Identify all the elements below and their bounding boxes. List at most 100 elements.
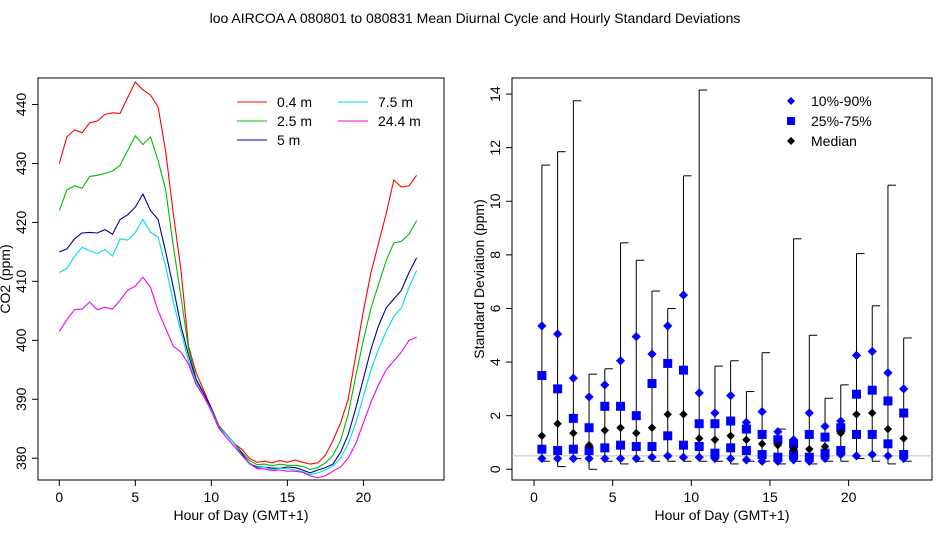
- median-point: [632, 428, 641, 438]
- iqr-point: [867, 429, 877, 439]
- decile-point: [883, 451, 893, 461]
- iqr-point: [820, 432, 830, 442]
- median-point: [663, 410, 672, 419]
- y-tick-label: 0: [487, 465, 503, 473]
- decile-point: [537, 321, 547, 331]
- x-tick-label: 5: [131, 489, 139, 505]
- iqr-point: [600, 401, 610, 411]
- y-tick-label: 420: [13, 211, 29, 235]
- iqr-point: [804, 452, 814, 462]
- decile-point: [851, 451, 862, 461]
- x-tick-label: 20: [356, 489, 372, 505]
- iqr-point: [678, 365, 688, 375]
- decile-point: [553, 453, 563, 464]
- median-point: [836, 428, 845, 438]
- iqr-point: [568, 444, 578, 454]
- y-tick-label: 12: [487, 140, 503, 156]
- median-point: [569, 428, 578, 438]
- median-point: [868, 408, 877, 418]
- decile-point: [867, 346, 877, 356]
- legend-marker: [787, 137, 795, 145]
- decile-point: [710, 408, 720, 418]
- decile-point: [663, 451, 673, 461]
- median-point: [852, 410, 861, 419]
- iqr-point: [789, 439, 799, 449]
- iqr-point: [663, 358, 673, 368]
- series-line: [58, 276, 417, 479]
- median-point: [600, 426, 610, 435]
- y-tick-label: 410: [13, 269, 29, 293]
- median-point: [773, 440, 783, 450]
- iqr-point: [647, 442, 657, 451]
- iqr-point: [584, 446, 594, 456]
- x-tick-label: 10: [684, 489, 700, 505]
- decile-point: [694, 388, 704, 398]
- legend-label: 10%-90%: [811, 93, 872, 109]
- decile-point: [584, 453, 594, 464]
- series-line: [59, 192, 418, 474]
- decile-point: [883, 368, 893, 378]
- median-point: [584, 440, 594, 450]
- iqr-point: [710, 419, 720, 429]
- decile-point: [600, 380, 610, 390]
- median-point: [647, 423, 657, 432]
- decile-point: [537, 453, 547, 464]
- decile-point: [584, 392, 594, 402]
- iqr-point: [584, 423, 594, 433]
- iqr-point: [631, 411, 641, 421]
- iqr-point: [899, 408, 909, 418]
- legend-label: 25%-75%: [811, 113, 872, 129]
- iqr-point: [694, 442, 704, 451]
- iqr-point: [537, 444, 547, 454]
- median-point: [820, 442, 830, 451]
- iqr-point: [820, 448, 830, 458]
- y-axis-label: CO2 (ppm): [0, 244, 13, 313]
- iqr-point: [789, 450, 799, 460]
- decile-point: [647, 349, 657, 359]
- iqr-point: [631, 442, 641, 451]
- iqr-point: [568, 413, 578, 423]
- x-tick-label: 15: [762, 489, 778, 505]
- x-axis-label: Hour of Day (GMT+1): [174, 507, 309, 523]
- decile-point: [741, 455, 751, 465]
- legend-marker: [787, 97, 795, 105]
- series-line: [59, 218, 418, 476]
- x-axis-label: Hour of Day (GMT+1): [655, 507, 790, 523]
- iqr-point: [537, 370, 547, 380]
- median-point: [883, 424, 893, 434]
- page-title: loo AIRCOA A 080801 to 080831 Mean Diurn…: [209, 10, 741, 26]
- legend-label: 7.5 m: [378, 94, 413, 110]
- decile-point: [678, 290, 689, 300]
- iqr-point: [851, 389, 861, 399]
- x-tick-label: 0: [55, 489, 63, 505]
- iqr-point: [647, 379, 657, 389]
- decile-point: [600, 453, 610, 464]
- median-point: [694, 434, 704, 443]
- iqr-point: [757, 429, 767, 439]
- median-point: [757, 439, 767, 449]
- legend-label: 0.4 m: [277, 94, 312, 110]
- iqr-point: [553, 384, 563, 394]
- iqr-point: [694, 419, 704, 429]
- iqr-point: [899, 450, 909, 460]
- decile-point: [757, 407, 767, 417]
- series-line: [58, 134, 418, 470]
- decile-point: [773, 427, 783, 437]
- y-tick-label: 10: [487, 193, 503, 209]
- median-point: [679, 410, 688, 419]
- decile-point: [726, 453, 736, 464]
- iqr-point: [726, 416, 736, 426]
- median-point: [537, 431, 547, 440]
- iqr-point: [616, 440, 626, 450]
- legend-label: 2.5 m: [277, 113, 312, 129]
- iqr-point: [773, 435, 783, 445]
- iqr-point: [616, 401, 626, 411]
- decile-point: [568, 453, 578, 464]
- iqr-point: [883, 439, 893, 449]
- decile-point: [663, 321, 673, 331]
- iqr-point: [553, 446, 563, 456]
- decile-point: [836, 416, 846, 426]
- x-tick-label: 5: [609, 489, 617, 505]
- iqr-point: [741, 424, 751, 434]
